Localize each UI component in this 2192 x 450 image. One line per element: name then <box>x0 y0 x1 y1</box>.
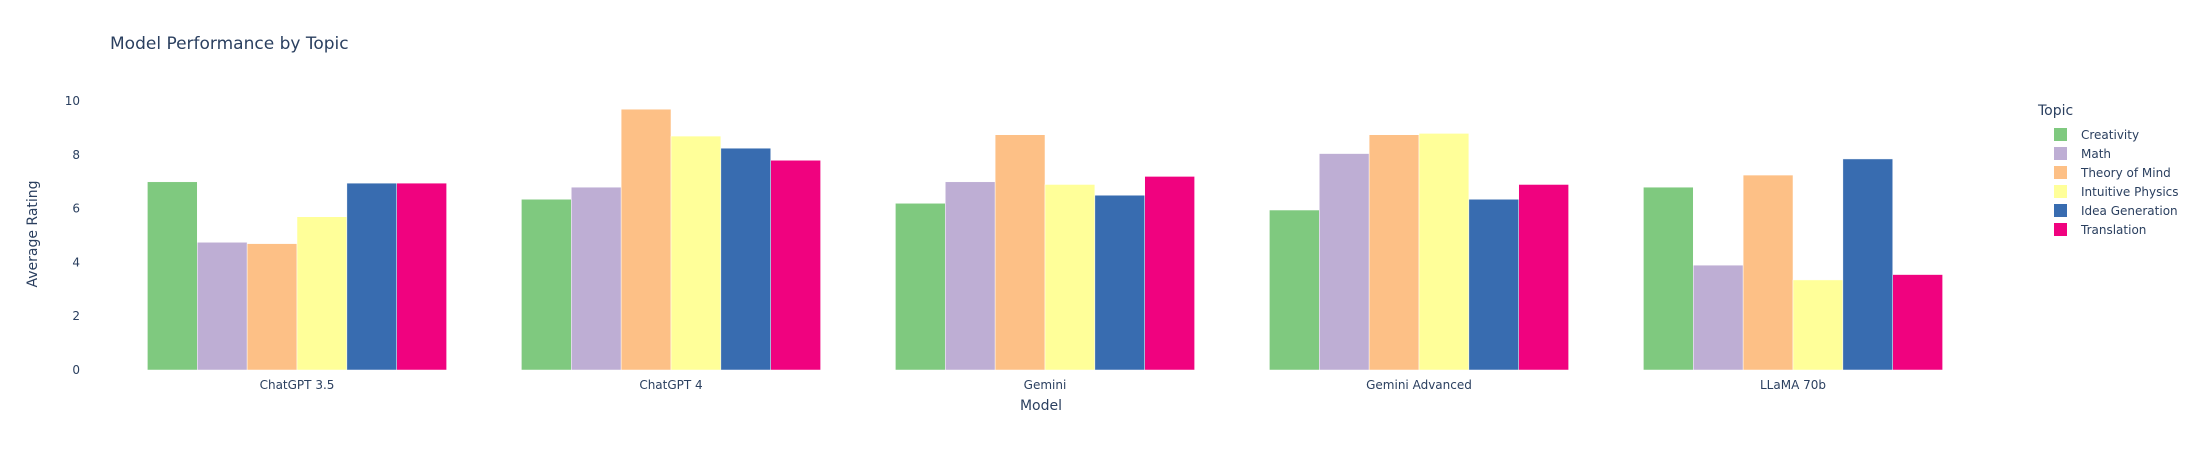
legend: Topic Creativity Math Theory of Mind Intuit… <box>2038 103 2179 239</box>
bar-intuitive-physics <box>670 135 722 371</box>
legend-item[interactable]: Idea Generation <box>2038 201 2179 220</box>
x-tick-label: LLaMA 70b <box>1760 378 1826 392</box>
bar-theory-of-mind <box>1368 134 1420 371</box>
y-tick-label: 0 <box>72 363 80 377</box>
x-axis-label: Model <box>1020 398 1062 414</box>
legend-swatch <box>2054 204 2067 217</box>
x-axis: ChatGPT 3.5 ChatGPT 4 Gemini Gemini Advance… <box>260 378 1826 392</box>
x-tick-label: ChatGPT 4 <box>639 378 702 392</box>
bar-intuitive-physics <box>296 216 348 371</box>
bar-intuitive-physics <box>1044 184 1096 371</box>
bar-creativity <box>1643 186 1694 371</box>
legend-swatch <box>2054 147 2067 160</box>
legend-swatch <box>2054 185 2067 198</box>
bar-creativity <box>895 203 946 371</box>
bar-idea-generation <box>1468 199 1519 371</box>
bar-translation <box>1518 184 1569 371</box>
legend-label: Creativity <box>2081 127 2140 142</box>
legend-item[interactable]: Intuitive Physics <box>2038 182 2179 201</box>
y-tick-label: 10 <box>65 94 80 108</box>
legend-item[interactable]: Theory of Mind <box>2038 163 2179 182</box>
bar-math <box>1693 264 1744 371</box>
legend-label: Idea Generation <box>2081 203 2178 218</box>
legend-item[interactable]: Translation <box>2038 220 2179 239</box>
legend-label: Theory of Mind <box>2081 165 2171 180</box>
bar-idea-generation <box>720 147 771 371</box>
legend-item[interactable]: Math <box>2038 144 2179 163</box>
bar-translation <box>1892 274 1943 371</box>
bar-idea-generation <box>1094 194 1145 371</box>
legend-label: Translation <box>2081 222 2147 237</box>
bar-idea-generation <box>346 182 397 371</box>
bar-creativity <box>1269 209 1320 371</box>
legend-label: Math <box>2081 146 2112 161</box>
y-tick-label: 6 <box>72 202 80 216</box>
bars <box>147 108 1943 371</box>
chart-title: Model Performance by Topic <box>110 34 349 54</box>
bar-intuitive-physics <box>1792 279 1844 371</box>
bar-theory-of-mind <box>246 243 298 371</box>
legend-swatch <box>2054 128 2067 141</box>
y-axis-label: Average Rating <box>25 180 41 287</box>
bar-creativity <box>521 199 572 371</box>
bar-math <box>197 242 248 371</box>
bar-creativity <box>147 181 198 371</box>
legend-items: Creativity Math Theory of Mind Intuitive Ph… <box>2038 125 2179 239</box>
x-tick-label: Gemini Advanced <box>1366 378 1472 392</box>
bar-math <box>571 186 622 371</box>
bar-translation <box>770 160 821 371</box>
y-tick-label: 2 <box>72 309 80 323</box>
y-tick-label: 4 <box>72 255 80 269</box>
bar-theory-of-mind <box>620 108 672 371</box>
y-tick-label: 8 <box>72 148 80 162</box>
bar-theory-of-mind <box>994 134 1046 371</box>
legend-label: Intuitive Physics <box>2081 184 2179 199</box>
bar-translation <box>396 182 447 371</box>
x-tick-label: Gemini <box>1024 378 1067 392</box>
legend-title: Topic <box>2038 103 2074 119</box>
legend-swatch <box>2054 223 2067 236</box>
y-axis: 0 2 4 6 8 10 <box>65 94 80 377</box>
bar-theory-of-mind <box>1742 174 1794 371</box>
bar-math <box>1319 153 1370 371</box>
bar-intuitive-physics <box>1418 133 1470 371</box>
legend-swatch <box>2054 166 2067 179</box>
bar-idea-generation <box>1842 158 1893 371</box>
bar-math <box>945 181 996 371</box>
bar-translation <box>1144 176 1195 371</box>
legend-item[interactable]: Creativity <box>2038 125 2179 144</box>
x-tick-label: ChatGPT 3.5 <box>260 378 335 392</box>
